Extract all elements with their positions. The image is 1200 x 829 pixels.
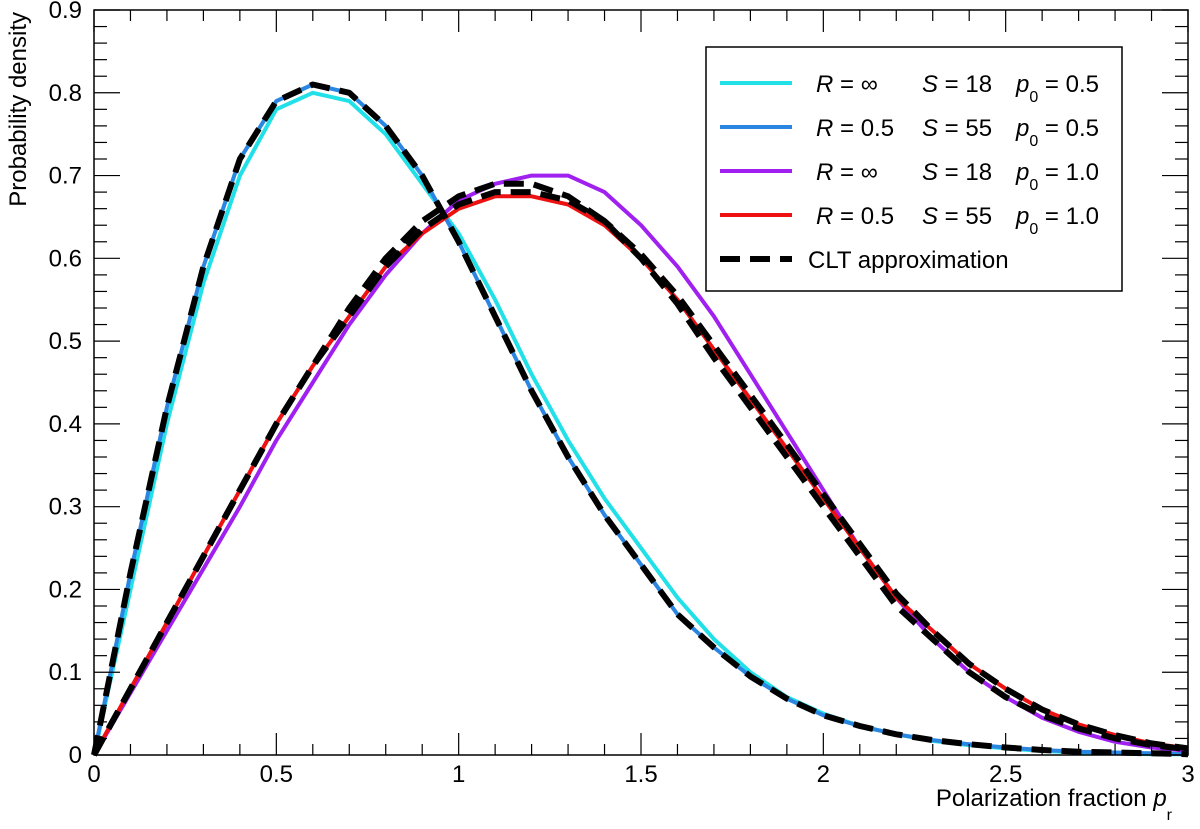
x-axis-title-text: Polarization fraction [936,785,1153,812]
legend-r-3: R = ∞ [816,159,878,186]
y-tick-label: 0 [69,742,82,769]
legend-s-symbol: S [922,159,938,186]
legend-p-4: p0 = 1.0 [1015,203,1099,238]
legend-s-value: = 55 [938,203,992,230]
legend-p-subscript: 0 [1029,133,1038,150]
legend-r-2: R = 0.5 [816,115,894,142]
legend-p-3: p0 = 1.0 [1015,159,1099,194]
x-tick-label: 3 [1181,761,1194,788]
legend-p-symbol: p [1015,71,1029,98]
legend-s-2: S = 55 [922,115,992,142]
legend-s-symbol: S [922,203,938,230]
legend-r-4: R = 0.5 [816,203,894,230]
x-axis-title: Polarization fraction pr [936,785,1173,824]
x-tick-label: 0 [87,761,100,788]
legend-r-value: = 0.5 [833,115,894,142]
y-tick-label: 0.5 [49,328,82,355]
legend: R = ∞ S = 18 p0 = 0.5R = 0.5 S = 55 p0 = 0.5… [705,46,1123,292]
legend-s-4: S = 55 [922,203,992,230]
x-tick-label: 1.5 [624,761,657,788]
legend-r-symbol: R [816,115,833,142]
legend-r-symbol: R [816,159,833,186]
y-tick-label: 0.2 [49,576,82,603]
legend-p-1: p0 = 0.5 [1015,71,1099,106]
legend-s-value: = 55 [938,115,992,142]
legend-label-5: CLT approximation [808,247,1009,274]
legend-p-subscript: 0 [1029,177,1038,194]
y-tick-label: 0.7 [49,163,82,190]
legend-r-symbol: R [816,71,833,98]
legend-s-value: = 18 [938,71,992,98]
legend-p-value: = 1.0 [1038,159,1099,186]
legend-p-symbol: p [1015,159,1029,186]
x-axis-title-subscript: r [1167,807,1173,824]
x-tick-label: 2 [817,761,830,788]
y-tick-label: 0.4 [49,411,82,438]
x-tick-label: 0.5 [260,761,293,788]
legend-r-1: R = ∞ [816,71,878,98]
legend-p-symbol: p [1015,115,1029,142]
x-axis-title-symbol: p [1152,785,1166,812]
y-tick-label: 0.6 [49,245,82,272]
y-tick-label: 0.8 [49,80,82,107]
legend-p-value: = 0.5 [1038,71,1099,98]
legend-r-value: = ∞ [833,159,877,186]
legend-s-1: S = 18 [922,71,992,98]
legend-p-subscript: 0 [1029,221,1038,238]
legend-s-value: = 18 [938,159,992,186]
x-tick-label: 1 [452,761,465,788]
legend-p-2: p0 = 0.5 [1015,115,1099,150]
legend-s-3: S = 18 [922,159,992,186]
legend-p-value: = 1.0 [1038,203,1099,230]
series-line-7 [91,189,1189,757]
legend-s-symbol: S [922,115,938,142]
legend-r-value: = 0.5 [833,203,894,230]
legend-p-symbol: p [1015,203,1029,230]
y-axis-title: Probability density [5,12,32,207]
legend-p-subscript: 0 [1029,89,1038,106]
legend-s-symbol: S [922,71,938,98]
legend-r-value: = ∞ [833,71,877,98]
y-tick-label: 0.1 [49,659,82,686]
y-tick-label: 0.3 [49,494,82,521]
x-tick-label: 2.5 [989,761,1022,788]
legend-p-value: = 0.5 [1038,115,1099,142]
y-tick-label: 0.9 [49,0,82,24]
axes-layer: 0 0.5 1 1.5 2 2.5 3 0 0.1 0.2 0.3 0.4 0.5 0.6 0.7 0.8 0.… [49,0,1195,788]
legend-r-symbol: R [816,203,833,230]
